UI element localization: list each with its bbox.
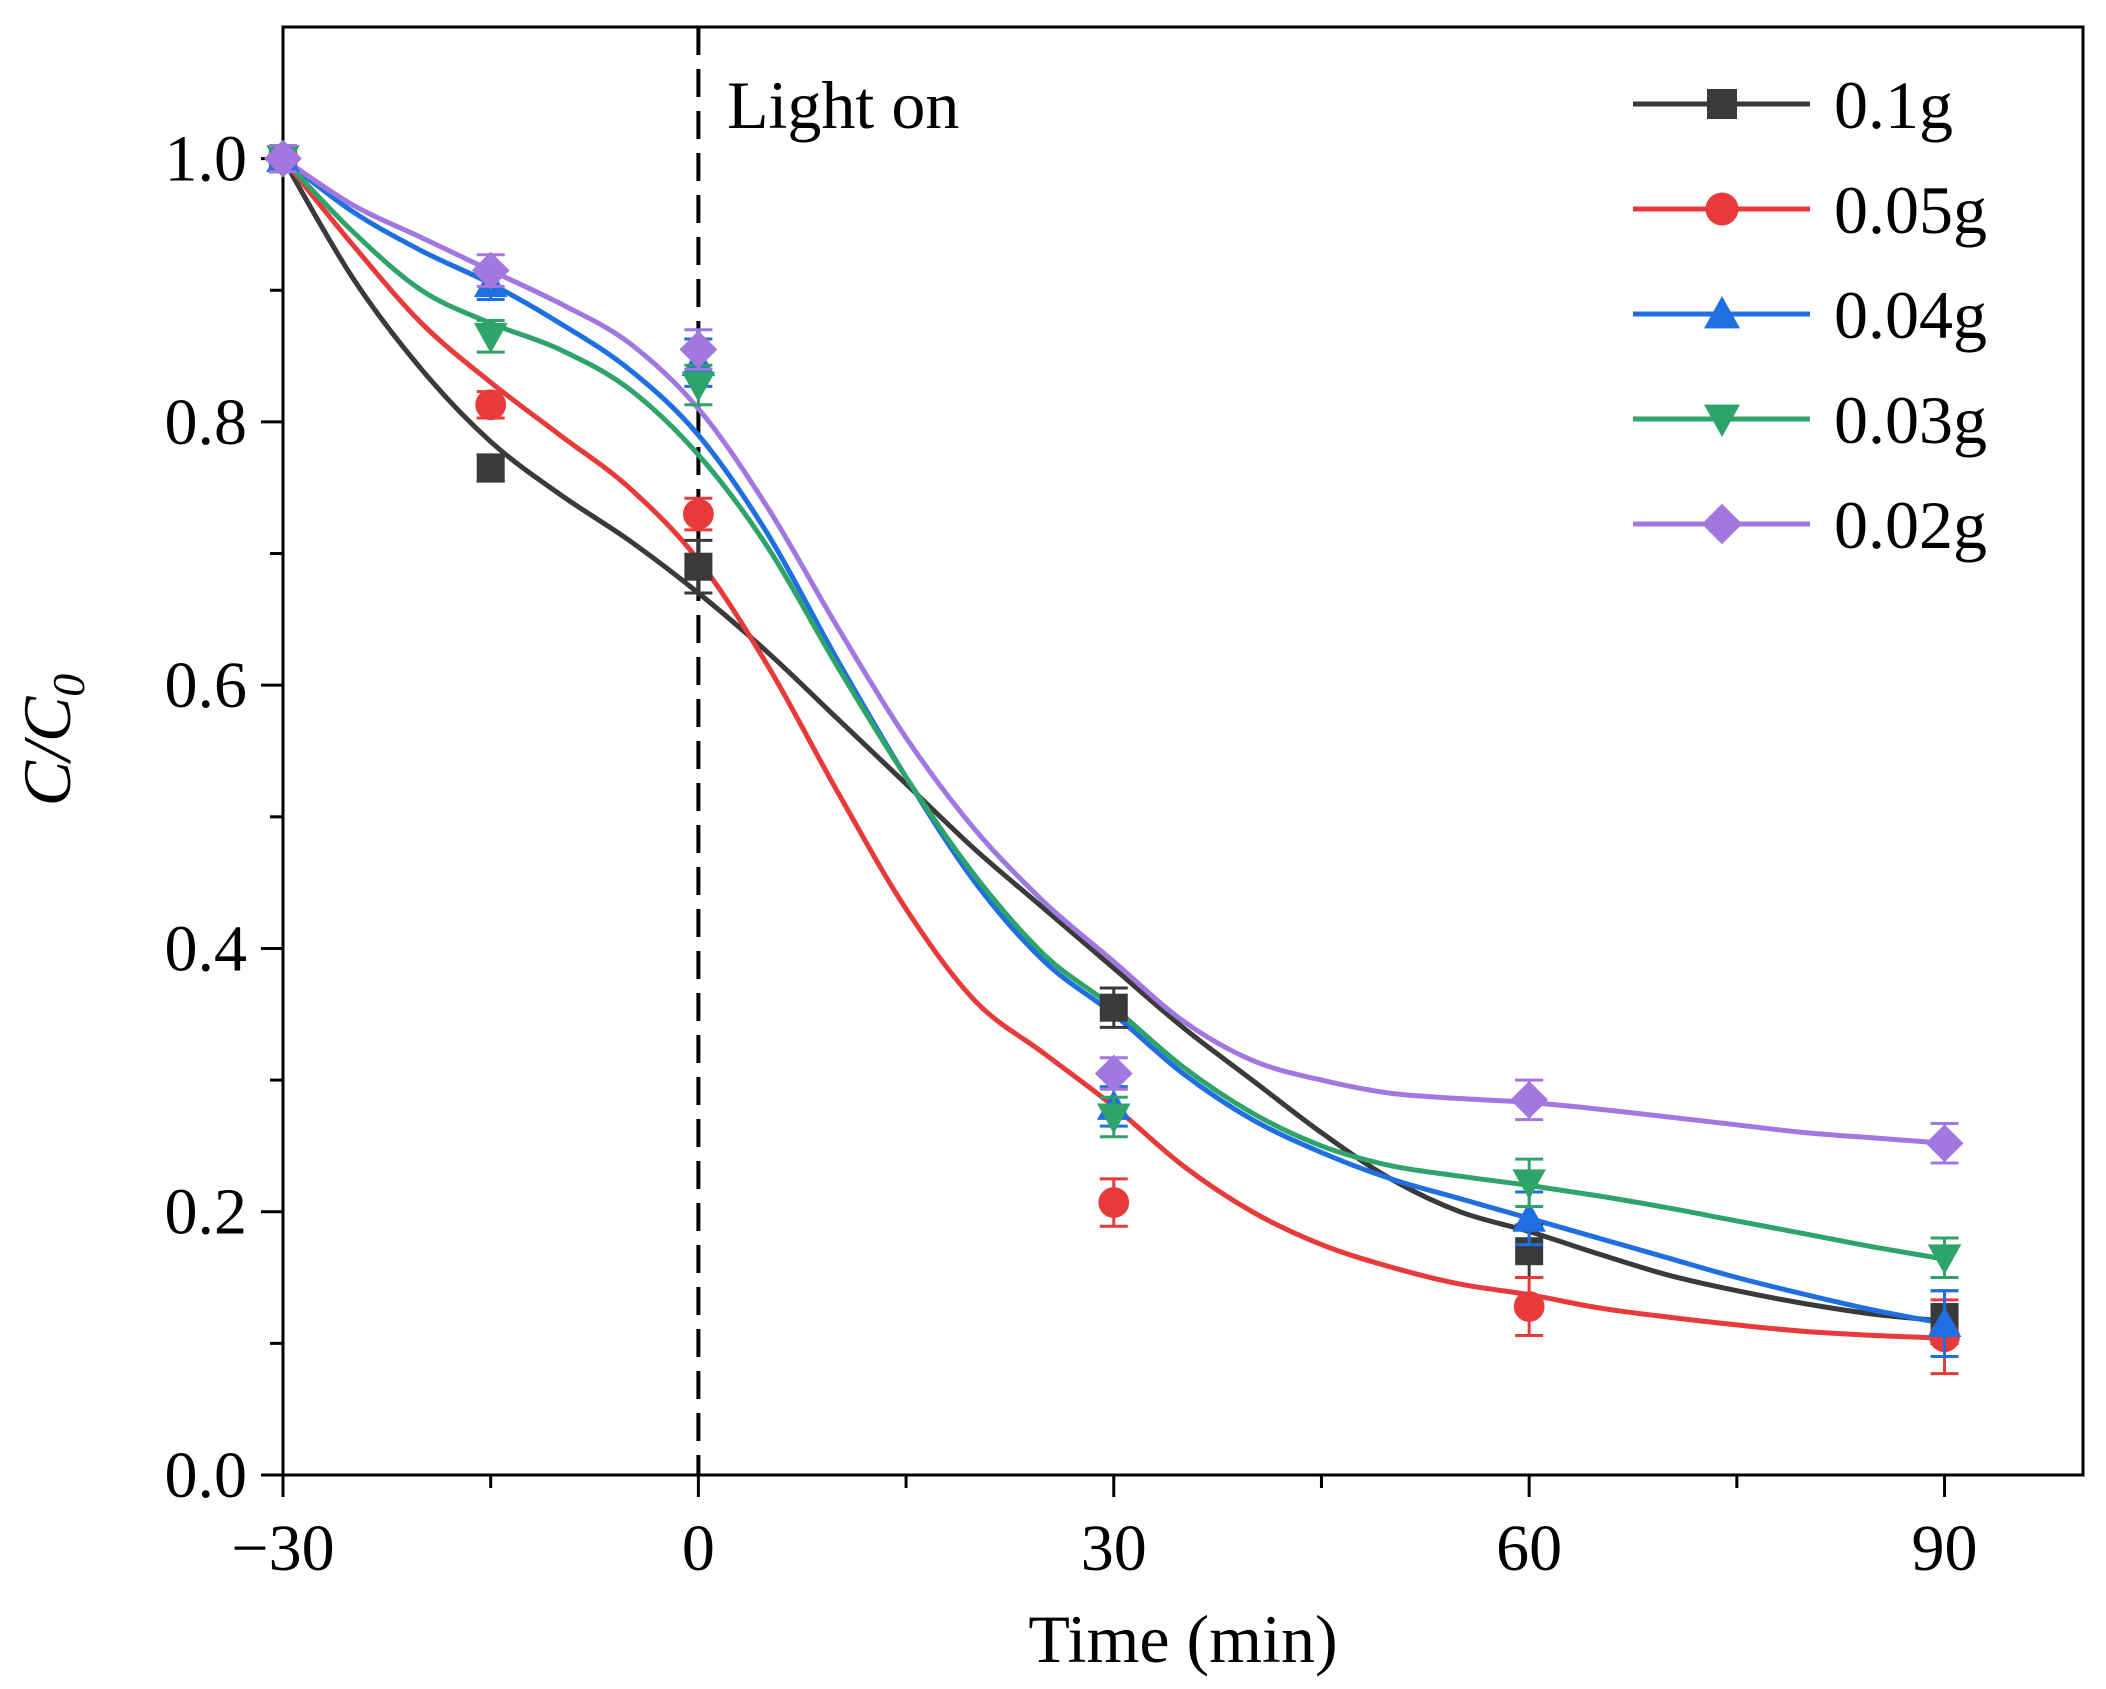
legend-label-0.04g: 0.04g <box>1834 277 1987 353</box>
data-point-0.05g <box>1098 1187 1130 1218</box>
legend-label-0.1g: 0.1g <box>1834 67 1953 143</box>
plot-layer: −30 0 30 60 90 0.0 0.2 0.4 0.6 0.8 1.0 <box>165 25 2085 1585</box>
y-axis-title-main: C/C <box>9 696 85 806</box>
data-point-0.02g <box>1094 1054 1133 1093</box>
data-point-0.02g <box>1925 1124 1964 1163</box>
data-point-0.02g <box>1510 1080 1549 1119</box>
x-tick-label: −30 <box>231 1512 334 1585</box>
legend-marker-0.03g <box>1704 404 1740 437</box>
data-point-0.05g <box>682 498 714 530</box>
y-axis-title-subscript: 0 <box>43 674 94 697</box>
y-axis-title: C/C0 <box>9 674 94 807</box>
data-point-0.04g <box>1512 1201 1546 1232</box>
data-point-0.1g <box>684 552 713 581</box>
x-tick-label: 60 <box>1496 1512 1562 1585</box>
data-point-0.02g <box>471 251 510 290</box>
data-point-0.02g <box>264 139 302 178</box>
data-point-0.03g <box>1927 1244 1962 1275</box>
data-point-0.05g <box>475 389 507 421</box>
data-point-0.05g <box>1513 1291 1545 1322</box>
x-tick-label: 0 <box>682 1512 715 1585</box>
data-point-0.04g <box>1927 1306 1962 1338</box>
x-tick-label: 30 <box>1081 1512 1147 1585</box>
data-point-0.1g <box>476 453 505 482</box>
plot-frame <box>281 25 2085 1477</box>
legend-marker-0.02g <box>1701 503 1743 545</box>
fit-line-0.05g <box>281 157 1945 1341</box>
legend-marker-0.05g <box>1705 192 1739 226</box>
legend-marker-0.1g <box>1707 89 1737 119</box>
fit-line-0.03g <box>281 156 1945 1262</box>
legend-label-0.05g: 0.05g <box>1834 172 1987 248</box>
fit-line-0.02g <box>281 156 1945 1146</box>
y-tick-label: 0.4 <box>165 912 248 985</box>
y-tick-label: 0.0 <box>165 1439 248 1512</box>
light-on-annotation: Light on <box>727 67 959 143</box>
x-tick-label: 90 <box>1912 1512 1978 1585</box>
data-point-0.02g <box>679 330 718 369</box>
x-axis-title: Time (min) <box>1028 1601 1337 1677</box>
axis-text-layer: Time (min) C/C0 Light on <box>9 67 1338 1677</box>
legend-label-0.03g: 0.03g <box>1834 382 1987 458</box>
y-tick-label: 0.2 <box>165 1176 248 1249</box>
data-point-0.03g <box>1512 1169 1546 1200</box>
fit-line-0.1g <box>280 157 1945 1324</box>
data-point-0.03g <box>1096 1103 1131 1134</box>
y-tick-label: 0.8 <box>165 386 248 459</box>
y-tick-label: 1.0 <box>165 123 248 196</box>
legend-marker-0.04g <box>1704 296 1740 329</box>
data-point-0.1g <box>1099 993 1128 1022</box>
fit-line-0.04g <box>281 156 1945 1327</box>
legend: 0.1g 0.05g 0.04g 0.03g 0.02g <box>1633 67 1987 563</box>
data-point-0.03g <box>681 371 716 402</box>
legend-label-0.02g: 0.02g <box>1834 487 1987 563</box>
data-point-0.03g <box>473 322 508 354</box>
y-tick-label: 0.6 <box>165 649 248 722</box>
